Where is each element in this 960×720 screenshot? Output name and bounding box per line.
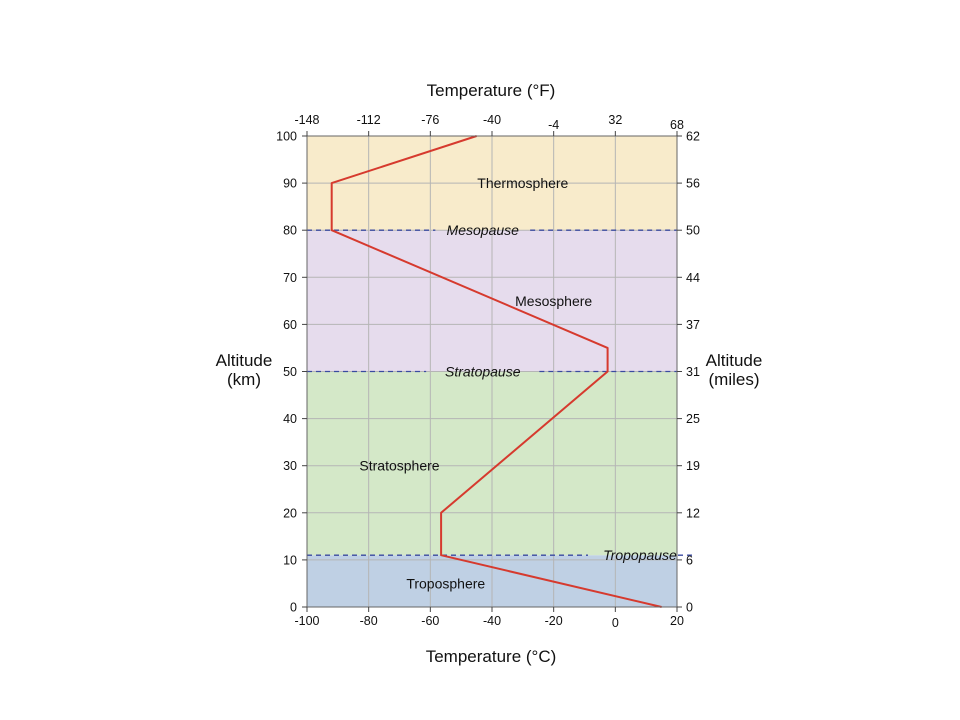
right-tick-label: 50 — [686, 224, 700, 238]
top-axis-title: Temperature (°F) — [427, 81, 556, 100]
left-tick-label: 20 — [283, 506, 297, 520]
boundary-label-stratopause: Stratopause — [445, 364, 521, 380]
right-axis-title-line1: Altitude — [706, 351, 763, 370]
right-tick-label: 31 — [686, 365, 700, 379]
right-tick-label: 37 — [686, 318, 700, 332]
left-tick-label: 70 — [283, 271, 297, 285]
top-tick-label: -40 — [483, 113, 501, 127]
bottom-tick-label: 20 — [670, 614, 684, 628]
right-tick-label: 6 — [686, 553, 693, 567]
left-tick-label: 10 — [283, 553, 297, 567]
layer-labels: Troposphere Stratosphere Mesosphere Thermos… — [359, 175, 592, 591]
axis-ticks: -100 -80 -60 -40 -20 0 20-148 -112 -76 -40 -4 32 680… — [276, 113, 700, 630]
left-tick-label: 40 — [283, 412, 297, 426]
layer-label-mesosphere: Mesosphere — [515, 293, 592, 309]
left-tick-label: 30 — [283, 459, 297, 473]
boundary-label-tropopause: Tropopause — [603, 547, 677, 563]
top-tick-label: -4 — [548, 118, 559, 132]
temperature-profile — [330, 135, 662, 608]
bottom-tick-label: -80 — [360, 614, 378, 628]
layer-label-troposphere: Troposphere — [406, 575, 485, 591]
bottom-tick-label: -60 — [421, 614, 439, 628]
left-tick-label: 90 — [283, 177, 297, 191]
right-tick-label: 12 — [686, 506, 700, 520]
right-tick-label: 0 — [686, 601, 693, 615]
layer-label-thermosphere: Thermosphere — [477, 175, 568, 191]
left-tick-label: 60 — [283, 318, 297, 332]
left-axis-title-line2: (km) — [227, 370, 261, 389]
bottom-tick-label: 0 — [612, 616, 619, 630]
right-tick-label: 25 — [686, 412, 700, 426]
left-tick-label: 80 — [283, 224, 297, 238]
top-tick-label: -76 — [421, 113, 439, 127]
right-axis-title-line2: (miles) — [709, 370, 760, 389]
right-tick-label: 19 — [686, 459, 700, 473]
right-tick-label: 62 — [686, 130, 700, 144]
bottom-tick-label: -40 — [483, 614, 501, 628]
bottom-axis-title: Temperature (°C) — [426, 647, 557, 666]
right-tick-label: 56 — [686, 177, 700, 191]
temperature-line — [330, 135, 662, 608]
right-tick-label: 44 — [686, 271, 700, 285]
top-tick-label: -148 — [294, 113, 319, 127]
top-tick-label: -112 — [357, 113, 381, 127]
top-tick-label: 68 — [670, 118, 684, 132]
bottom-tick-label: -100 — [294, 614, 319, 628]
bottom-tick-label: -20 — [545, 614, 563, 628]
left-tick-label: 50 — [283, 365, 297, 379]
left-tick-label: 100 — [276, 130, 297, 144]
boundary-label-mesopause: Mesopause — [447, 222, 520, 238]
boundary-lines: Tropopause Stratopause Mesopause — [307, 222, 692, 563]
layer-label-stratosphere: Stratosphere — [359, 458, 439, 474]
left-tick-label: 0 — [290, 601, 297, 615]
left-axis-title-line1: Altitude — [216, 351, 273, 370]
top-tick-label: 32 — [608, 113, 622, 127]
